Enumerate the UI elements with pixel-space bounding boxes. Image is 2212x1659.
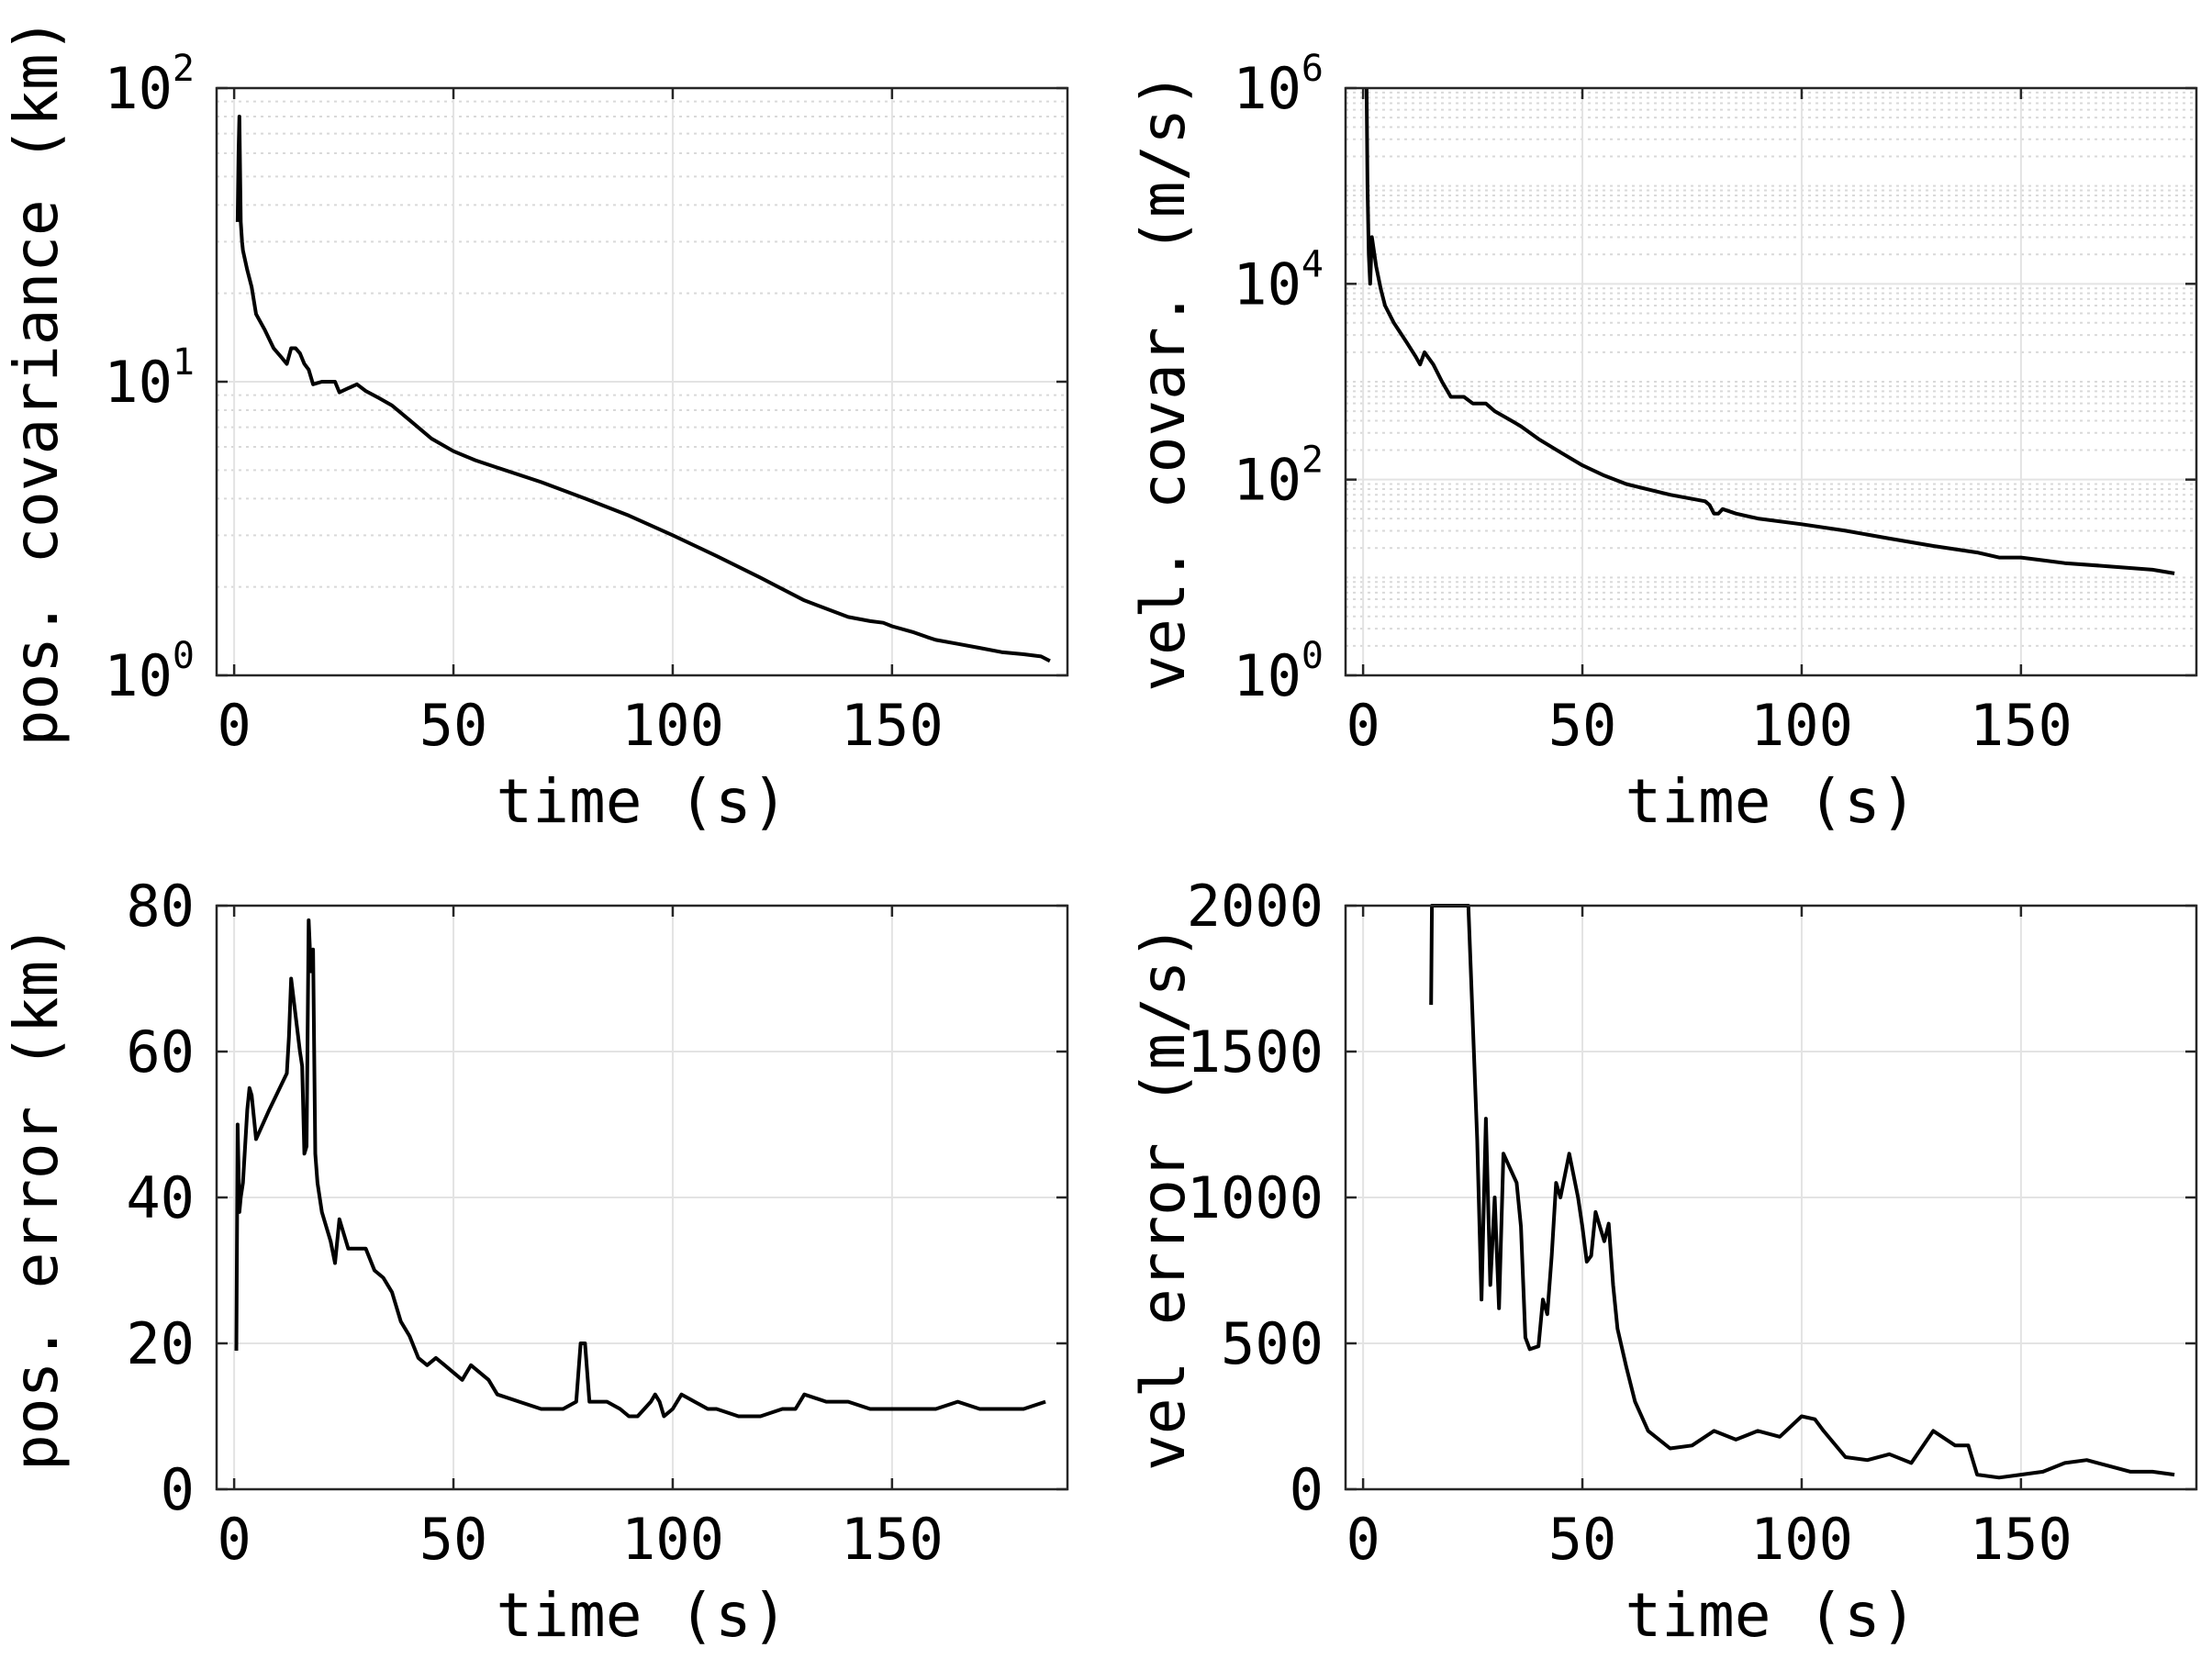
series-line-1 — [234, 918, 1046, 1419]
x-tick-label: 50 — [419, 1506, 488, 1573]
x-tick-label: 100 — [621, 692, 724, 759]
y-tick-label: 20 — [126, 1310, 195, 1377]
x-tick-label: 0 — [217, 1506, 251, 1573]
x-tick-label: 0 — [217, 692, 251, 759]
y-axis-label: pos. error (km) — [1, 924, 72, 1471]
x-tick-label: 0 — [1346, 692, 1380, 759]
y-tick-label: 102 — [1233, 440, 1324, 514]
y-tick-label: 40 — [126, 1164, 195, 1231]
y-tick-label: 106 — [1233, 48, 1324, 122]
y-tick-label: 104 — [1233, 243, 1324, 317]
chart-panel-3: 0 50 100 150 0 20 40 60 80 time (s) pos. error (km… — [1, 873, 1069, 1651]
x-tick-label: 150 — [841, 1506, 944, 1573]
y-tick-label: 102 — [104, 48, 195, 122]
x-axis-label: time (s) — [497, 766, 788, 837]
y-tick-label: 60 — [126, 1019, 195, 1086]
y-tick-label: 100 — [1233, 635, 1324, 709]
x-axis-label: time (s) — [497, 1580, 788, 1651]
series-line-1 — [1364, 87, 2175, 575]
x-tick-label: 150 — [1970, 1506, 2072, 1573]
y-axis-label: pos. covariance (km) — [1, 17, 72, 747]
y-tick-label: 2000 — [1187, 873, 1324, 940]
y-tick-label: 0 — [1290, 1456, 1324, 1523]
chart-panel-2: 0 50 100 150 100 102 104 106 time (s) vel. covar.… — [1128, 48, 2198, 837]
axes-frame — [1344, 86, 2198, 677]
series-line-1 — [235, 115, 1051, 663]
y-tick-label: 1500 — [1187, 1019, 1324, 1086]
chart-panel-1: 0 50 100 150 100 101 102 time (s) pos. covarianc… — [1, 17, 1069, 837]
y-axis-label: vel. covar. (m/s) — [1128, 72, 1199, 692]
x-axis-label: time (s) — [1625, 766, 1917, 837]
x-axis-label: time (s) — [1625, 1580, 1917, 1651]
x-tick-label: 50 — [419, 692, 488, 759]
x-tick-label: 100 — [1750, 692, 1853, 759]
y-tick-label: 100 — [104, 635, 195, 709]
y-tick-label: 80 — [126, 873, 195, 940]
x-tick-label: 0 — [1346, 1506, 1380, 1573]
y-tick-label: 101 — [104, 341, 195, 416]
x-tick-label: 150 — [1970, 692, 2072, 759]
x-tick-label: 150 — [841, 692, 944, 759]
y-tick-label: 1000 — [1187, 1164, 1324, 1231]
y-tick-label: 500 — [1221, 1310, 1324, 1377]
x-tick-label: 100 — [1750, 1506, 1853, 1573]
series-line-1 — [1429, 904, 2175, 1480]
x-tick-label: 50 — [1548, 692, 1617, 759]
x-tick-label: 100 — [621, 1506, 724, 1573]
y-tick-label: 0 — [161, 1456, 195, 1523]
y-axis-label: vel error (m/s) — [1128, 924, 1199, 1471]
x-tick-label: 50 — [1548, 1506, 1617, 1573]
